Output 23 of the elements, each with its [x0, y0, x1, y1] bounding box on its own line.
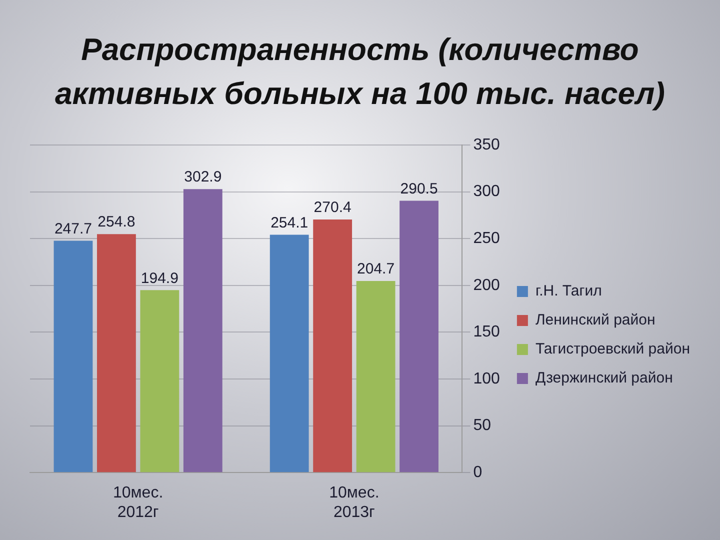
legend-label: г.Н. Тагил: [535, 282, 602, 300]
legend-label: Дзержинский район: [535, 370, 673, 387]
y-tick-label: 150: [473, 324, 500, 341]
data-label: 270.4: [314, 199, 352, 216]
data-label: 302.9: [184, 168, 222, 186]
y-tick-label: 0: [473, 464, 482, 482]
y-tick-label: 250: [473, 230, 500, 248]
data-label: 290.5: [400, 180, 438, 198]
y-tick-label: 200: [473, 276, 500, 294]
chart-title: Распространенность (количество активных больных на 100 тыс. насел): [54, 31, 666, 113]
data-label: 254.8: [98, 214, 136, 231]
y-tick-label: 350: [473, 136, 500, 154]
legend-label: Ленинский район: [535, 312, 656, 329]
x-tick-label: 10мес. 2013г: [329, 484, 380, 521]
y-tick-label: 300: [473, 183, 500, 200]
data-label: 247.7: [54, 220, 92, 238]
y-tick-label: 50: [473, 417, 492, 434]
x-tick-label: 10мес. 2012г: [112, 484, 164, 521]
data-label: 194.9: [140, 270, 178, 287]
y-tick-label: 100: [473, 370, 500, 388]
data-label: 254.1: [270, 214, 308, 232]
legend-label: Тагистроевский район: [535, 340, 690, 358]
data-label: 204.7: [357, 260, 395, 278]
